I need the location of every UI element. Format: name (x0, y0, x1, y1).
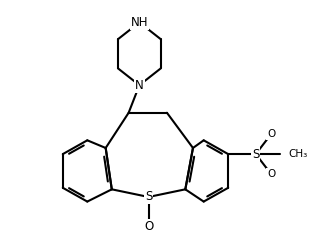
Text: N: N (135, 79, 144, 92)
Text: S: S (252, 148, 259, 160)
Text: O: O (144, 220, 153, 232)
Text: CH₃: CH₃ (288, 149, 307, 159)
Text: NH: NH (131, 16, 148, 29)
Text: O: O (267, 129, 275, 139)
Text: O: O (267, 169, 275, 179)
Text: S: S (145, 190, 152, 203)
